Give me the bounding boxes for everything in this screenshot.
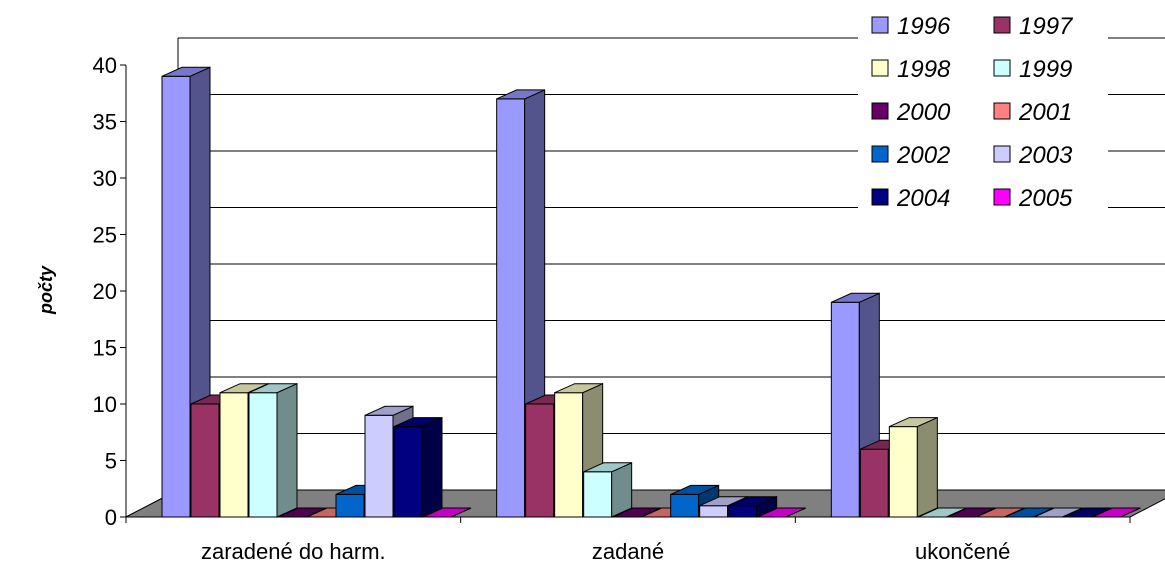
y-tick-label: 40	[93, 53, 117, 78]
legend-label: 2005	[1018, 185, 1073, 212]
y-tick-label: 25	[93, 223, 117, 248]
bar-front	[699, 505, 729, 518]
bar-front	[393, 426, 423, 518]
y-tick-label: 20	[93, 279, 117, 304]
legend-label: 1996	[897, 13, 951, 40]
bar-side	[916, 416, 938, 518]
bar-front	[554, 392, 584, 518]
bar-top	[583, 462, 632, 473]
bar-front	[888, 426, 918, 518]
bar-front	[728, 505, 758, 518]
bar-top	[364, 405, 414, 416]
legend-label: 2004	[896, 185, 950, 212]
legend-label: 2003	[1018, 142, 1073, 169]
bar-top	[161, 66, 211, 77]
legend-swatch	[993, 102, 1011, 120]
bar-top	[248, 383, 298, 394]
bar-top	[496, 89, 545, 100]
y-tick-label: 10	[93, 392, 117, 417]
legend-swatch	[993, 16, 1011, 34]
legend-swatch	[871, 16, 889, 34]
bar-front	[830, 301, 860, 518]
bar-front	[583, 471, 613, 518]
legend-swatch	[993, 188, 1011, 206]
y-tick-label: 0	[105, 505, 117, 530]
bar-front	[364, 414, 394, 518]
legend-box	[858, 0, 1108, 212]
bar-top	[831, 292, 880, 303]
bar-front	[670, 493, 700, 518]
legend-swatch	[993, 145, 1011, 163]
bar-top	[393, 417, 443, 428]
y-tick-label: 30	[93, 166, 117, 191]
legend-label: 2000	[896, 99, 951, 126]
bar	[393, 416, 443, 518]
y-tick-label: 5	[105, 449, 117, 474]
bar-front	[335, 493, 365, 518]
legend-label: 1997	[1019, 13, 1074, 40]
x-tick-label: ukončené	[915, 539, 1010, 562]
bar-front	[525, 403, 555, 518]
legend-swatch	[871, 102, 889, 120]
legend-label: 1999	[1019, 56, 1072, 83]
bar-front	[219, 392, 249, 518]
bar-side	[421, 416, 443, 518]
bar	[888, 416, 938, 518]
legend-label: 2002	[896, 142, 950, 169]
bar-front	[496, 98, 526, 518]
bar-top	[670, 484, 719, 495]
bar	[583, 462, 633, 518]
bar-front	[161, 75, 191, 518]
legend-swatch	[871, 59, 889, 77]
x-tick-label: zadané	[592, 539, 664, 562]
bar-top	[889, 417, 938, 428]
chart-axes: zaradené do harm. zadané ukončené 0 5 10 15 20 2…	[93, 53, 1131, 562]
x-tick-label: zaradené do harm.	[201, 539, 386, 562]
bar-front	[248, 392, 278, 518]
bar	[248, 382, 298, 518]
legend-swatch	[871, 188, 889, 206]
y-axis-label: počty	[36, 265, 56, 315]
legend: 1996 1997 1998 1999 2000 2001 2002 2003 2004 2005	[858, 0, 1108, 212]
legend-swatch	[993, 59, 1011, 77]
y-tick-label: 15	[93, 336, 117, 361]
bar-front	[859, 448, 889, 518]
legend-label: 1998	[897, 56, 951, 83]
y-tick-label: 35	[93, 110, 117, 135]
legend-label: 2001	[1018, 99, 1072, 126]
bar-front	[190, 403, 220, 518]
legend-swatch	[871, 145, 889, 163]
bar-top	[554, 383, 603, 394]
bar-top	[728, 496, 777, 507]
bar-side	[276, 382, 298, 518]
